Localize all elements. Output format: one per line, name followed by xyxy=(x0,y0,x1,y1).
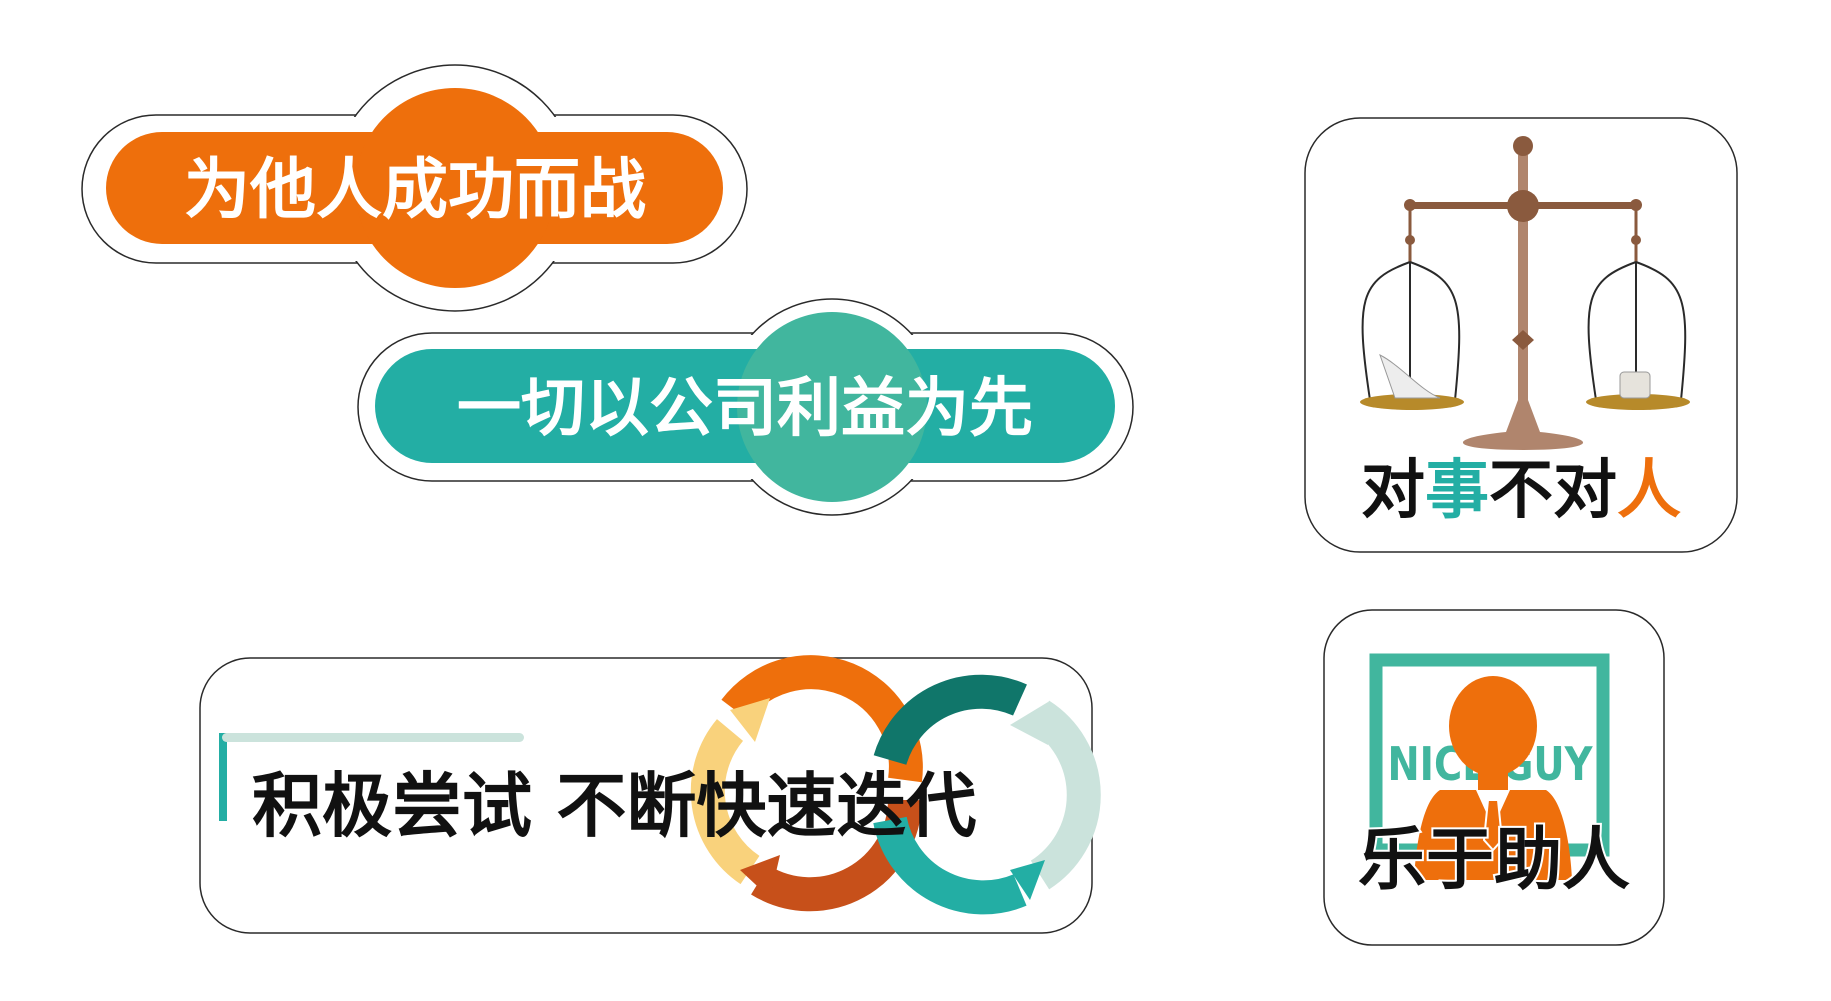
accent-bar-vertical xyxy=(219,733,227,821)
fair-part-2: 事 xyxy=(1425,454,1489,528)
badge-pill-bump xyxy=(355,88,555,288)
badge-helpful: NICE GUY 乐于助人 xyxy=(1323,609,1665,946)
badge-fair: 对事不对人 xyxy=(1304,117,1738,553)
badge-company-first: 一切以公司利益为先 xyxy=(357,298,1134,516)
fair-part-4: 人 xyxy=(1617,454,1681,528)
badge-company-first-text: 一切以公司利益为先 xyxy=(457,372,1033,446)
badge-fair-text: 对事不对人 xyxy=(1361,454,1681,528)
badge-iterate-text: 积极尝试 不断快速迭代 xyxy=(252,765,976,847)
infinity-arrows-icon xyxy=(690,655,1101,915)
fair-part-1: 对 xyxy=(1361,454,1425,528)
badge-fight-for-others: 为他人成功而战 xyxy=(81,64,748,312)
badge-iterate: 积极尝试 不断快速迭代 xyxy=(199,655,1101,934)
balance-scale-icon xyxy=(1360,136,1690,450)
fair-part-3: 不对 xyxy=(1489,454,1617,528)
badge-pill-bump xyxy=(737,312,927,502)
badge-helpful-text: 乐于助人 xyxy=(1358,821,1630,900)
accent-bar-horizontal xyxy=(222,733,524,742)
nice-guy-person-icon: NICE GUY xyxy=(1369,653,1610,880)
badge-fight-for-others-text: 为他人成功而战 xyxy=(184,151,646,228)
